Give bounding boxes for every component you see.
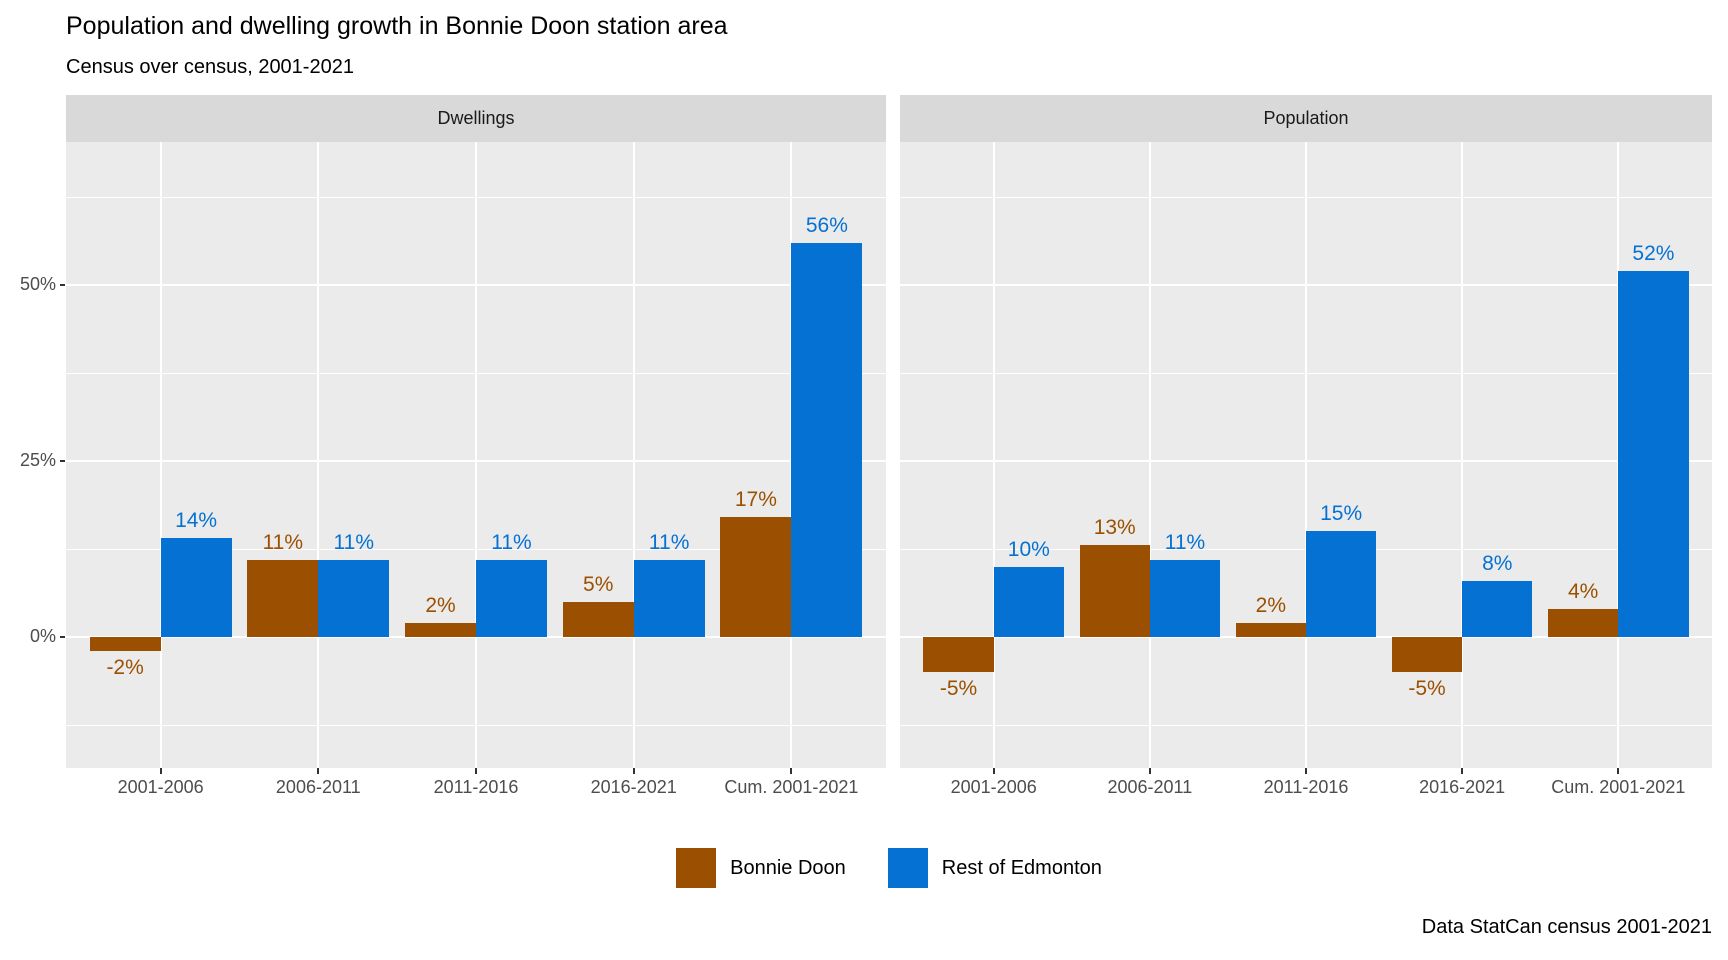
- panel-population: -5% 10% 13% 11% 2% 15% -5% 8% 4% 52%: [900, 142, 1712, 768]
- x-tick-mark: [992, 768, 995, 774]
- y-tick-label: 0%: [29, 626, 56, 646]
- bar-bonnie-doon: [1079, 545, 1150, 637]
- x-tick-mark: [1461, 768, 1464, 774]
- bar-rest-of-edmonton: [1618, 270, 1689, 637]
- bar-value-label: 10%: [1007, 537, 1050, 561]
- bar-value-label: 14%: [175, 509, 218, 533]
- y-tick-label: 50%: [19, 274, 56, 294]
- facet-strip-dwellings: Dwellings: [66, 95, 886, 142]
- bar-bonnie-doon: [562, 601, 634, 637]
- facet-strip-population: Population: [900, 95, 1712, 142]
- bar-value-label: 8%: [1482, 551, 1513, 575]
- bar-bonnie-doon: [1235, 622, 1306, 637]
- facet-strip-label: Population: [1263, 108, 1349, 128]
- bar-bonnie-doon: [247, 559, 319, 637]
- legend-item-bonnie-doon: Bonnie Doon: [676, 848, 846, 888]
- bar-value-label: 15%: [1320, 502, 1363, 526]
- bar-value-label: 11%: [333, 530, 375, 554]
- caption: Data StatCan census 2001-2021: [1421, 916, 1712, 938]
- x-tick-mark: [1305, 768, 1307, 774]
- bar-value-label: 2%: [425, 593, 456, 617]
- bar-value-label: -2%: [106, 656, 144, 680]
- major-gridline-vertical: [632, 142, 635, 768]
- legend-label: Bonnie Doon: [730, 856, 846, 879]
- bar-rest-of-edmonton: [791, 242, 863, 637]
- bar-value-label: -5%: [939, 677, 978, 701]
- legend-label: Rest of Edmonton: [941, 856, 1102, 879]
- bar-value-label: 56%: [805, 213, 848, 237]
- y-tick-mark: [60, 460, 65, 462]
- major-gridline-vertical: [317, 142, 320, 768]
- bar-value-label: 17%: [734, 488, 777, 512]
- x-tick-label: 2011-2016: [1263, 777, 1349, 797]
- x-tick-mark: [475, 768, 477, 774]
- panel-dwellings: -2% 14% 11% 11% 2% 11% 5% 11% 17% 56%: [66, 142, 886, 768]
- bar-value-label: 11%: [648, 530, 690, 554]
- bar-bonnie-doon: [405, 622, 476, 637]
- bar-bonnie-doon: [1548, 608, 1619, 637]
- x-tick-label: 2006-2011: [275, 777, 361, 797]
- major-gridline-vertical: [1148, 142, 1151, 768]
- x-tick-mark: [1148, 768, 1151, 774]
- bar-rest-of-edmonton: [160, 538, 232, 637]
- y-tick-label: 25%: [19, 450, 56, 470]
- x-tick-label: 2016-2021: [590, 777, 677, 797]
- major-gridline-vertical: [159, 142, 162, 768]
- major-gridline-vertical: [475, 142, 477, 768]
- x-tick-label: Cum. 2001-2021: [724, 777, 859, 797]
- bar-value-label: 13%: [1093, 516, 1136, 540]
- x-tick-label: 2001-2006: [117, 777, 204, 797]
- bar-rest-of-edmonton: [476, 559, 547, 637]
- x-tick-label: 2006-2011: [1107, 777, 1193, 797]
- y-tick-mark: [60, 636, 65, 638]
- bar-rest-of-edmonton: [633, 559, 705, 637]
- bar-value-label: 52%: [1632, 241, 1675, 265]
- y-tick-mark: [60, 284, 65, 286]
- bar-bonnie-doon: [720, 517, 792, 637]
- chart-title: Population and dwelling growth in Bonnie…: [66, 12, 728, 40]
- x-tick-mark: [1617, 768, 1620, 774]
- bar-value-label: -5%: [1408, 677, 1446, 701]
- bar-rest-of-edmonton: [318, 559, 390, 637]
- bar-rest-of-edmonton: [993, 566, 1064, 637]
- x-tick-mark: [790, 768, 793, 774]
- x-tick-mark: [632, 768, 635, 774]
- legend-item-rest-of-edmonton: Rest of Edmonton: [887, 848, 1102, 888]
- bar-bonnie-doon: [89, 637, 161, 652]
- bonnie-doon-swatch: [676, 848, 717, 888]
- bar-rest-of-edmonton: [1306, 531, 1377, 637]
- bar-value-label: 2%: [1255, 593, 1287, 617]
- major-gridline-vertical: [992, 142, 995, 768]
- bar-value-label: 4%: [1567, 579, 1599, 603]
- x-tick-label: 2011-2016: [433, 777, 519, 797]
- bar-rest-of-edmonton: [1149, 559, 1221, 637]
- major-gridline-vertical: [1305, 142, 1307, 768]
- facet-strip-label: Dwellings: [437, 108, 515, 128]
- x-tick-label: Cum. 2001-2021: [1551, 777, 1686, 797]
- bar-bonnie-doon: [1391, 637, 1463, 673]
- legend: Bonnie Doon Rest of Edmonton: [66, 845, 1712, 891]
- chart-subtitle: Census over census, 2001-2021: [66, 56, 354, 78]
- bar-value-label: 11%: [491, 530, 532, 554]
- x-tick-label: 2016-2021: [1419, 777, 1506, 797]
- major-gridline-vertical: [1461, 142, 1464, 768]
- bar-value-label: 11%: [1164, 530, 1206, 554]
- rest-of-edmonton-swatch: [887, 848, 928, 888]
- bar-value-label: 11%: [262, 530, 304, 554]
- bar-bonnie-doon: [923, 637, 994, 673]
- bar-value-label: 5%: [583, 572, 614, 596]
- x-tick-mark: [317, 768, 320, 774]
- bar-rest-of-edmonton: [1462, 580, 1533, 637]
- x-tick-label: 2001-2006: [950, 777, 1037, 797]
- x-tick-mark: [159, 768, 162, 774]
